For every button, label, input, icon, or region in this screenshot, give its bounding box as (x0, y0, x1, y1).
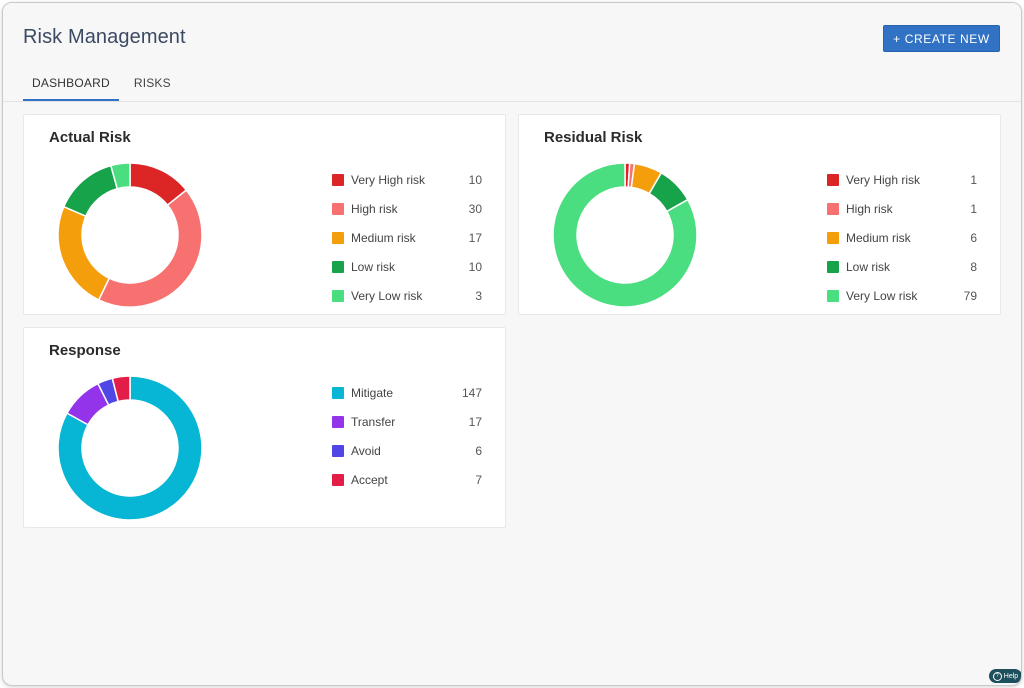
legend-label: Low risk (846, 259, 891, 274)
actual-risk-donut (57, 162, 203, 308)
legend-value: 1 (970, 201, 977, 216)
legend-value: 147 (461, 385, 482, 400)
legend-label: High risk (351, 201, 398, 216)
legend-item-very-high-risk[interactable]: Very High risk 1 (827, 165, 977, 194)
page-header: Risk Management + CREATE NEW DASHBOARD R… (3, 3, 1021, 102)
legend-swatch (827, 289, 839, 302)
question-icon: ? (992, 671, 1002, 681)
legend-swatch (332, 173, 344, 186)
legend-item-mitigate[interactable]: Mitigate 147 (332, 378, 482, 407)
tab-risks[interactable]: RISKS (133, 76, 171, 90)
legend-label: Medium risk (846, 230, 911, 245)
legend-item-avoid[interactable]: Avoid 6 (332, 436, 482, 465)
legend-label: Accept (351, 472, 388, 487)
legend-item-accept[interactable]: Accept 7 (332, 465, 482, 494)
donut-slice-high-risk[interactable] (97, 189, 203, 308)
legend-value: 8 (970, 259, 977, 274)
legend-swatch (332, 473, 344, 486)
help-button[interactable]: ? Help (989, 669, 1021, 683)
legend-label: Very High risk (846, 172, 921, 187)
legend-swatch (827, 231, 839, 244)
legend-value: 10 (468, 259, 482, 274)
legend-value: 6 (970, 230, 977, 245)
donut-slice-mitigate[interactable] (57, 375, 203, 521)
legend-value: 30 (468, 201, 482, 216)
legend-item-high-risk[interactable]: High risk 30 (332, 194, 482, 223)
legend-item-transfer[interactable]: Transfer 17 (332, 407, 482, 436)
legend-swatch (332, 289, 344, 302)
legend-swatch (332, 260, 344, 273)
donut-slice-very-low-risk[interactable] (109, 162, 131, 190)
actual-risk-card: Actual Risk Very High risk 10 High risk 30 M… (23, 114, 506, 315)
create-new-button[interactable]: + CREATE NEW (883, 25, 1000, 52)
donut-slice-low-risk[interactable] (62, 164, 119, 218)
residual-risk-legend: Very High risk 1 High risk 1 Medium risk 6 Low… (827, 165, 977, 310)
legend-item-medium-risk[interactable]: Medium risk 17 (332, 223, 482, 252)
legend-item-very-low-risk[interactable]: Very Low risk 3 (332, 281, 482, 310)
legend-value: 6 (475, 443, 482, 458)
donut-slice-very-low-risk[interactable] (552, 162, 698, 308)
legend-item-very-high-risk[interactable]: Very High risk 10 (332, 165, 482, 194)
legend-swatch (827, 173, 839, 186)
legend-swatch (827, 260, 839, 273)
legend-value: 79 (963, 288, 977, 303)
help-label: Help (1003, 672, 1019, 680)
actual-risk-title: Actual Risk (49, 129, 131, 146)
legend-label: Transfer (351, 414, 396, 429)
legend-label: High risk (846, 201, 893, 216)
tab-dashboard[interactable]: DASHBOARD (23, 67, 119, 101)
legend-value: 10 (468, 172, 482, 187)
response-title: Response (49, 342, 121, 359)
legend-label: Very Low risk (846, 288, 918, 303)
legend-label: Mitigate (351, 385, 394, 400)
actual-risk-legend: Very High risk 10 High risk 30 Medium risk 17… (332, 165, 482, 310)
legend-value: 17 (468, 414, 482, 429)
response-donut (57, 375, 203, 521)
legend-item-very-low-risk[interactable]: Very Low risk 79 (827, 281, 977, 310)
legend-item-low-risk[interactable]: Low risk 8 (827, 252, 977, 281)
residual-risk-card: Residual Risk Very High risk 1 High risk 1 M… (518, 114, 1001, 315)
legend-item-medium-risk[interactable]: Medium risk 6 (827, 223, 977, 252)
donut-slice-medium-risk[interactable] (57, 205, 111, 301)
page-title: Risk Management (23, 26, 186, 48)
legend-swatch (332, 386, 344, 399)
legend-label: Very High risk (351, 172, 426, 187)
tab-bar: DASHBOARD RISKS (23, 67, 180, 101)
legend-label: Medium risk (351, 230, 416, 245)
legend-swatch (332, 444, 344, 457)
donut-slice-accept[interactable] (111, 375, 131, 403)
legend-swatch (827, 202, 839, 215)
legend-label: Avoid (351, 443, 381, 458)
legend-value: 17 (468, 230, 482, 245)
legend-item-high-risk[interactable]: High risk 1 (827, 194, 977, 223)
response-card: Response Mitigate 147 Transfer 17 Avoid 6 Acce… (23, 327, 506, 528)
legend-value: 3 (475, 288, 482, 303)
legend-swatch (332, 202, 344, 215)
legend-swatch (332, 231, 344, 244)
legend-item-low-risk[interactable]: Low risk 10 (332, 252, 482, 281)
response-legend: Mitigate 147 Transfer 17 Avoid 6 Accept 7 (332, 378, 482, 494)
legend-value: 7 (475, 472, 482, 487)
legend-value: 1 (970, 172, 977, 187)
legend-swatch (332, 415, 344, 428)
residual-risk-title: Residual Risk (544, 129, 643, 146)
legend-label: Low risk (351, 259, 396, 274)
legend-label: Very Low risk (351, 288, 423, 303)
residual-risk-donut (552, 162, 698, 308)
